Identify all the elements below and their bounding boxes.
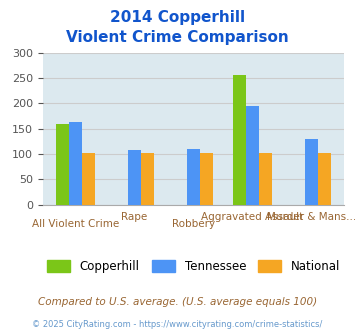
Text: Aggravated Assault: Aggravated Assault [201,212,304,222]
Text: Robbery: Robbery [172,219,215,229]
Text: © 2025 CityRating.com - https://www.cityrating.com/crime-statistics/: © 2025 CityRating.com - https://www.city… [32,320,323,329]
Text: Violent Crime Comparison: Violent Crime Comparison [66,30,289,45]
Bar [69,122,82,205]
Legend: Copperhill, Tennessee, National: Copperhill, Tennessee, National [42,255,345,278]
Text: Compared to U.S. average. (U.S. average equals 100): Compared to U.S. average. (U.S. average … [38,297,317,307]
Bar [141,153,154,205]
Text: 2014 Copperhill: 2014 Copperhill [110,10,245,25]
Text: Rape: Rape [121,212,148,222]
Bar [318,153,331,205]
Bar [233,75,246,205]
Text: All Violent Crime: All Violent Crime [32,219,119,229]
Bar [246,106,259,205]
Bar [82,153,95,205]
Bar [187,149,200,205]
Bar [56,124,69,205]
Bar [128,150,141,205]
Bar [200,153,213,205]
Text: Murder & Mans...: Murder & Mans... [267,212,355,222]
Bar [305,139,318,205]
Bar [259,153,272,205]
